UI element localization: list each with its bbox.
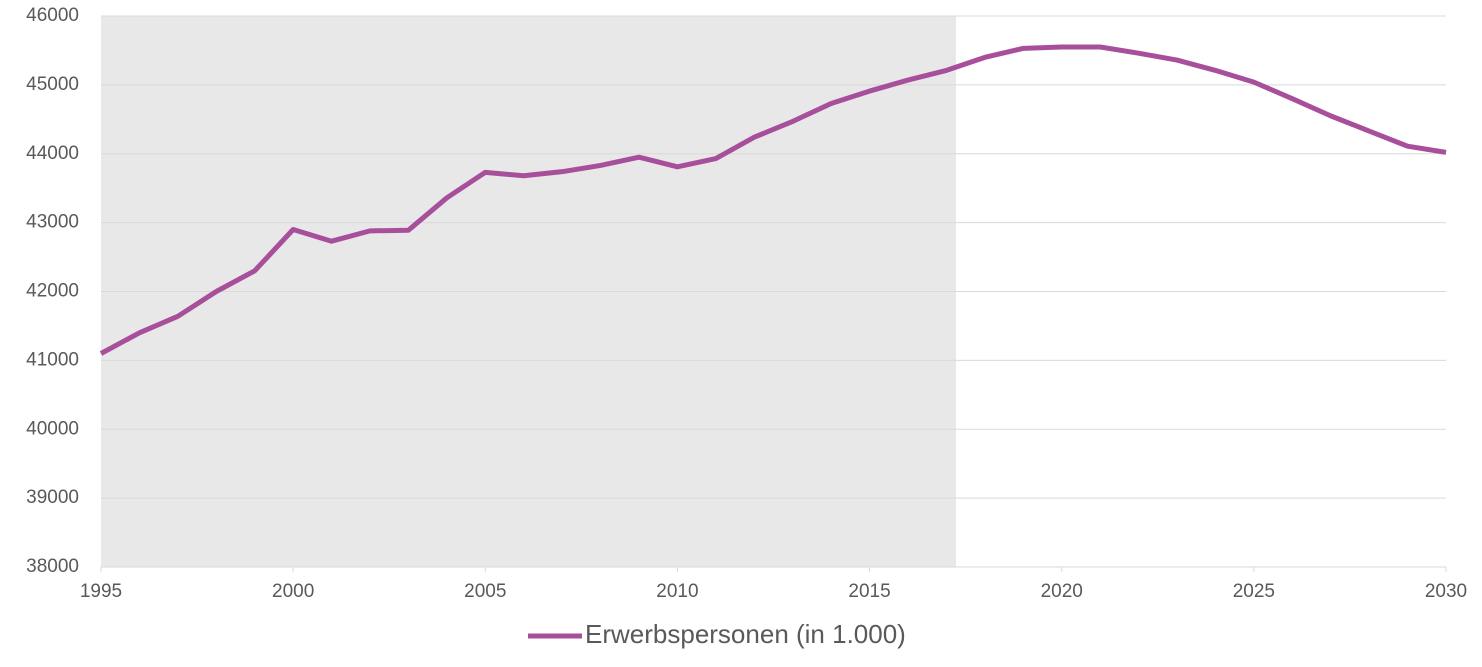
x-tick-label: 2015 bbox=[848, 581, 890, 602]
x-tick-label: 1995 bbox=[80, 581, 122, 602]
x-tick-label: 2000 bbox=[272, 581, 314, 602]
y-tick-label: 39000 bbox=[26, 487, 79, 508]
x-tick-label: 2005 bbox=[464, 581, 506, 602]
y-tick-label: 44000 bbox=[26, 143, 79, 164]
x-tick-label: 2030 bbox=[1425, 581, 1467, 602]
x-tick-label: 2010 bbox=[656, 581, 698, 602]
y-tick-label: 45000 bbox=[26, 74, 79, 95]
data-line bbox=[99, 44, 1447, 356]
y-tick-label: 43000 bbox=[26, 212, 79, 233]
y-tick-label: 42000 bbox=[26, 281, 79, 302]
x-tick-label: 2025 bbox=[1233, 581, 1275, 602]
legend-label: Erwerbspersonen (in 1.000) bbox=[585, 619, 906, 649]
y-tick-label: 38000 bbox=[26, 556, 79, 577]
y-tick-label: 46000 bbox=[26, 5, 79, 26]
y-tick-label: 41000 bbox=[26, 349, 79, 370]
x-tick-label: 2020 bbox=[1041, 581, 1083, 602]
y-tick-label: 40000 bbox=[26, 418, 79, 439]
